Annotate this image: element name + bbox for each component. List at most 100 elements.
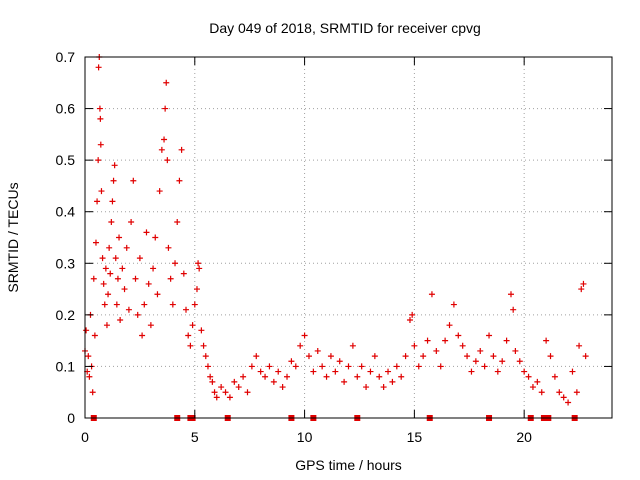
data-point xyxy=(147,322,154,329)
plot-frame xyxy=(84,56,613,419)
data-point xyxy=(189,322,196,329)
data-point xyxy=(111,162,118,169)
data-point xyxy=(162,105,169,112)
y-tick-label: 0.3 xyxy=(56,255,76,271)
data-point xyxy=(499,358,506,365)
data-point xyxy=(163,79,170,86)
data-point xyxy=(380,384,387,391)
x-tick-label: 20 xyxy=(516,429,532,445)
data-point xyxy=(477,347,484,354)
data-point xyxy=(101,301,108,308)
data-point xyxy=(91,332,98,339)
data-point xyxy=(358,363,365,370)
data-point xyxy=(164,157,171,164)
data-point xyxy=(507,291,514,298)
data-point xyxy=(222,389,229,396)
data-point xyxy=(376,373,383,380)
x-tick-label: 0 xyxy=(81,429,89,445)
data-point xyxy=(459,342,466,349)
data-point xyxy=(472,358,479,365)
data-point xyxy=(180,270,187,277)
data-point xyxy=(534,378,541,385)
data-point xyxy=(213,394,220,401)
data-point xyxy=(248,363,255,370)
data-point xyxy=(152,234,159,241)
data-point xyxy=(103,322,110,329)
data-point xyxy=(578,286,585,293)
data-point xyxy=(580,280,587,287)
x-axis-label: GPS time / hours xyxy=(295,457,402,473)
data-point xyxy=(161,136,168,143)
data-point xyxy=(109,198,116,205)
data-point xyxy=(107,270,114,277)
data-point xyxy=(209,378,216,385)
data-point xyxy=(191,301,198,308)
data-point xyxy=(106,244,113,251)
data-point xyxy=(231,378,238,385)
data-point xyxy=(486,332,493,339)
data-point xyxy=(139,332,146,339)
data-point xyxy=(565,399,572,406)
data-point xyxy=(332,368,339,375)
data-point xyxy=(409,311,416,318)
data-point xyxy=(226,394,233,401)
data-point xyxy=(202,353,209,360)
data-point xyxy=(113,301,120,308)
data-point xyxy=(156,188,163,195)
data-point xyxy=(433,347,440,354)
data-point xyxy=(136,255,143,262)
data-point xyxy=(169,301,176,308)
y-tick-label: 0.6 xyxy=(56,101,76,117)
data-point xyxy=(481,363,488,370)
data-point xyxy=(253,353,260,360)
data-point xyxy=(406,317,413,324)
data-point xyxy=(573,389,580,396)
data-point xyxy=(341,378,348,385)
data-point xyxy=(200,342,207,349)
data-point xyxy=(134,311,141,318)
data-point xyxy=(576,342,583,349)
data-point xyxy=(117,317,124,324)
data-point xyxy=(516,358,523,365)
data-point xyxy=(96,105,103,112)
data-point xyxy=(207,373,214,380)
data-point xyxy=(108,219,115,226)
data-point xyxy=(446,322,453,329)
data-point xyxy=(284,373,291,380)
data-point xyxy=(393,363,400,370)
data-point xyxy=(90,275,97,282)
data-point xyxy=(85,353,92,360)
data-point xyxy=(95,64,102,71)
data-point xyxy=(371,353,378,360)
data-point xyxy=(94,198,101,205)
data-point xyxy=(547,353,554,360)
data-point xyxy=(112,255,119,262)
grid-lines xyxy=(85,57,612,418)
data-point xyxy=(167,275,174,282)
data-point xyxy=(582,353,589,360)
data-point xyxy=(455,332,462,339)
data-point xyxy=(411,342,418,349)
data-point xyxy=(525,373,532,380)
data-point xyxy=(297,342,304,349)
data-point xyxy=(450,301,457,308)
data-point xyxy=(428,291,435,298)
data-point xyxy=(97,115,104,122)
data-point xyxy=(193,286,200,293)
data-point xyxy=(503,337,510,344)
data-point xyxy=(244,389,251,396)
data-point xyxy=(270,378,277,385)
data-point xyxy=(415,363,422,370)
data-point xyxy=(319,363,326,370)
data-point xyxy=(314,347,321,354)
data-point xyxy=(143,229,150,236)
data-point xyxy=(323,373,330,380)
x-tick-label: 5 xyxy=(191,429,199,445)
data-point xyxy=(292,363,299,370)
data-point xyxy=(105,291,112,298)
data-point xyxy=(354,373,361,380)
data-point xyxy=(437,363,444,370)
data-point xyxy=(165,244,172,251)
data-point xyxy=(512,347,519,354)
